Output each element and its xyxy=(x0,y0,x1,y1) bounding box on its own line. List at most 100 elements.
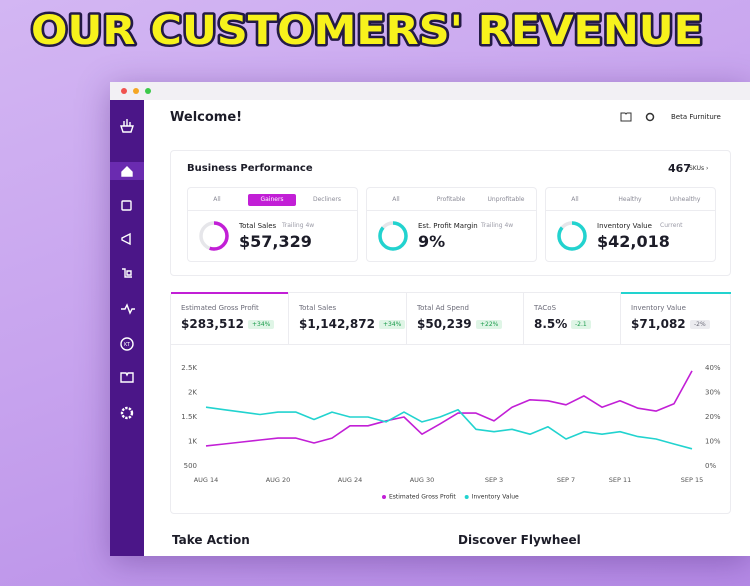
metric-change: -2% xyxy=(690,320,710,329)
minimize-dot[interactable] xyxy=(133,88,139,94)
x-tick-label: SEP 15 xyxy=(681,476,704,484)
legend-label: Estimated Gross Profit xyxy=(389,494,456,501)
logo-icon[interactable] xyxy=(120,119,134,133)
bp-title: Business Performance xyxy=(187,163,313,174)
metric-value: 8.5% xyxy=(534,317,568,331)
y-tick-label: 500 xyxy=(184,462,197,470)
metric-cell[interactable]: Inventory Value $71,082 -2% xyxy=(621,292,731,345)
metric-value: $71,082 xyxy=(631,317,686,331)
metrics-panel: 500 1K 1.5K 2K 2.5K 0% 10% 20% 30% 40% AUG 14 AUG 2… xyxy=(170,292,731,514)
filter-tab[interactable]: Profitable xyxy=(436,196,466,203)
header-icons xyxy=(620,112,655,122)
kpi-card: All Gainers Decliners Total Sales Trailing 4… xyxy=(187,187,358,262)
activity-icon[interactable] xyxy=(121,303,135,315)
settings-icon[interactable] xyxy=(120,406,134,420)
guide-icon[interactable] xyxy=(120,372,134,383)
kpi-period: Trailing 4w xyxy=(481,222,514,229)
legend-swatch xyxy=(382,495,386,499)
metric-value: $1,142,872 xyxy=(299,317,375,331)
maximize-dot[interactable] xyxy=(145,88,151,94)
account-initials: KT xyxy=(124,342,131,348)
metric-accent xyxy=(621,292,731,294)
filter-tab[interactable]: Gainers xyxy=(248,194,296,206)
filter-tab[interactable]: Unprofitable xyxy=(487,196,525,203)
metric-cell[interactable]: TACoS 8.5% -2.1 xyxy=(524,293,621,345)
sku-label[interactable]: SKUs › xyxy=(689,165,709,172)
kpi-card: All Profitable Unprofitable Est. Profit Mar… xyxy=(366,187,537,262)
inventory-icon[interactable] xyxy=(122,268,132,278)
x-tick-label: SEP 11 xyxy=(609,476,632,484)
x-tick-label: SEP 7 xyxy=(557,476,575,484)
metric-cell[interactable]: Total Ad Spend $50,239 +22% xyxy=(407,293,524,345)
title-bar xyxy=(110,82,750,100)
section-title: Take Action xyxy=(172,533,250,547)
filter-tab[interactable]: Decliners xyxy=(312,196,342,203)
x-tick-label: AUG 14 xyxy=(194,476,219,484)
kpi-value: 9% xyxy=(418,232,446,251)
x-tick-label: AUG 30 xyxy=(410,476,435,484)
metric-change: -2.1 xyxy=(571,320,591,329)
filter-tab[interactable]: Healthy xyxy=(618,196,642,203)
kpi-label: Total Sales xyxy=(239,222,277,230)
y2-tick-label: 10% xyxy=(705,438,721,446)
close-dot[interactable] xyxy=(121,88,127,94)
metric-change: +34% xyxy=(248,320,275,329)
ring xyxy=(199,221,229,251)
gear-icon[interactable] xyxy=(645,112,655,122)
series-line xyxy=(205,406,693,450)
kpi-value: $57,329 xyxy=(239,232,312,251)
ring-arc xyxy=(557,221,587,251)
home-icon[interactable] xyxy=(121,166,133,177)
metric-label: Estimated Gross Profit xyxy=(181,304,259,312)
legend-swatch xyxy=(464,495,469,499)
y-tick-label: 1.5K xyxy=(181,413,197,421)
ring-arc xyxy=(199,221,229,251)
x-tick-label: AUG 24 xyxy=(338,476,363,484)
account-name[interactable]: Beta Furniture xyxy=(671,113,721,121)
kpi-label: Est. Profit Margin xyxy=(418,222,478,230)
filter-tab[interactable]: All xyxy=(571,196,579,203)
metric-label: Inventory Value xyxy=(631,304,686,312)
metric-label: TACoS xyxy=(534,304,557,312)
ring-arc xyxy=(378,221,408,251)
y2-tick-label: 0% xyxy=(705,462,716,470)
filter-tab[interactable]: All xyxy=(392,196,400,203)
ads-icon[interactable] xyxy=(121,232,131,246)
metric-value: $283,512 xyxy=(181,317,245,331)
y2-tick-label: 40% xyxy=(705,364,721,372)
page-title: OUR CUSTOMERS' REVENUE xyxy=(31,8,703,54)
ring xyxy=(378,221,408,251)
kpi-period: Current xyxy=(660,222,683,229)
filter-tab[interactable]: All xyxy=(213,196,221,203)
account-icon[interactable] xyxy=(120,337,134,351)
filter-tab[interactable]: Unhealthy xyxy=(669,196,701,203)
tab-divider xyxy=(546,210,715,211)
x-tick-label: AUG 20 xyxy=(266,476,291,484)
banner: OUR CUSTOMERS' REVENUE xyxy=(29,6,706,57)
business-performance: Business Performance 467 SKUs › All Gaine… xyxy=(170,150,731,276)
app-window: KT Welcome! Beta Furniture Business Perf… xyxy=(110,82,750,556)
metric-label: Total Sales xyxy=(299,304,337,312)
sidebar: KT xyxy=(110,100,144,556)
docs-icon[interactable] xyxy=(620,112,632,122)
series-line xyxy=(205,370,693,447)
product-icon[interactable] xyxy=(121,200,132,211)
chart: 500 1K 1.5K 2K 2.5K 0% 10% 20% 30% 40% AUG 14 AUG 2… xyxy=(181,364,721,501)
metric-change: +22% xyxy=(476,320,503,329)
kpi-label: Inventory Value xyxy=(597,222,652,230)
metric-change: +34% xyxy=(379,320,406,329)
tab-divider xyxy=(367,210,536,211)
metric-cell[interactable]: Estimated Gross Profit $283,512 +34% xyxy=(171,292,289,345)
tab-divider xyxy=(188,210,357,211)
ring xyxy=(557,221,587,251)
metric-accent xyxy=(171,292,288,294)
metric-value: $50,239 xyxy=(417,317,472,331)
kpi-value: $42,018 xyxy=(597,232,670,251)
kpi-period: Trailing 4w xyxy=(282,222,315,229)
y2-tick-label: 30% xyxy=(705,389,721,397)
metric-label: Total Ad Spend xyxy=(417,304,469,312)
metric-cell[interactable]: Total Sales $1,142,872 +34% xyxy=(289,293,407,345)
y-tick-label: 1K xyxy=(188,438,197,446)
welcome: Welcome! xyxy=(170,110,243,125)
